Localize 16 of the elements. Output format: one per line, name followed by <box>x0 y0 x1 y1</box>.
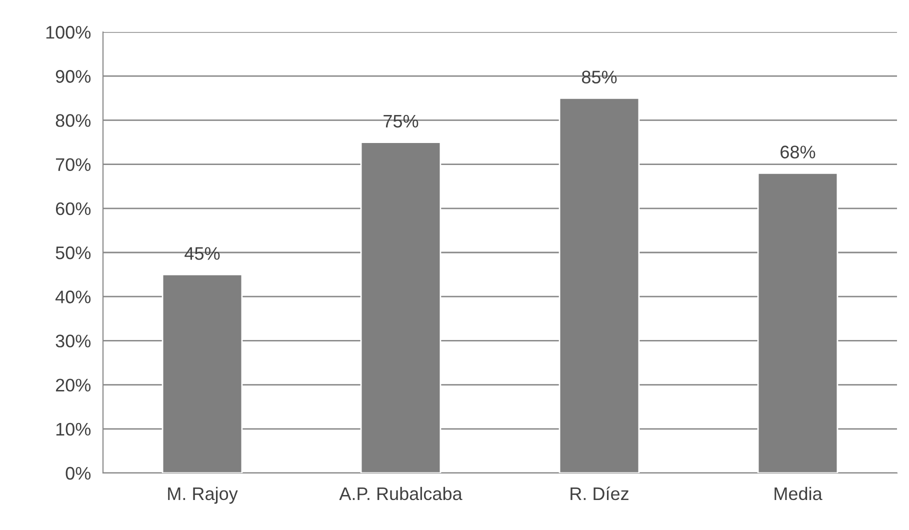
y-tick-label: 70% <box>56 158 91 172</box>
x-tick-label: Media <box>774 486 822 500</box>
y-tick-label: 100% <box>46 26 91 39</box>
data-label: 68% <box>780 146 816 158</box>
y-tick-label: 90% <box>56 70 91 83</box>
y-tick-label: 40% <box>55 290 91 304</box>
y-tick-label: 80% <box>56 114 91 127</box>
x-tick-label: M. Rajoy <box>168 486 238 504</box>
y-tick-label: 60% <box>56 202 91 216</box>
y-tick-label: 50% <box>56 246 91 260</box>
x-tick-label: A.P. Rubalcaba <box>339 486 462 500</box>
y-tick-label: 10% <box>56 422 91 436</box>
x-tick-label: R. Díez <box>570 486 628 500</box>
y-tick-label: 30% <box>56 334 91 348</box>
y-tick-label: 20% <box>56 378 91 392</box>
y-tick-label: 0% <box>66 466 91 480</box>
